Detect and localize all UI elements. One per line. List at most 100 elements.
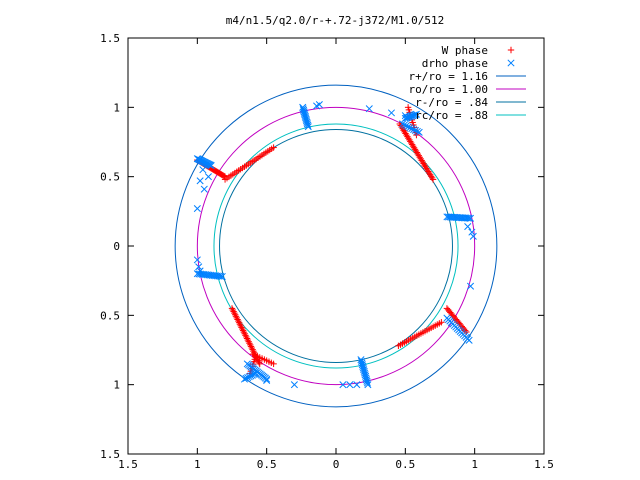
drho-phase-point bbox=[204, 173, 212, 181]
drho-phase-point bbox=[200, 185, 208, 193]
w-phase-point bbox=[231, 311, 239, 318]
w-phase-point bbox=[428, 174, 436, 182]
drho-phase-point bbox=[400, 121, 408, 129]
x-tick-label: 0.5 bbox=[395, 458, 415, 471]
w-phase-point bbox=[232, 313, 240, 320]
legend-label: r-/ro = .84 bbox=[415, 96, 488, 109]
drho-phase-point bbox=[415, 128, 423, 136]
drho-phase-point bbox=[196, 267, 204, 275]
drho-phase-point bbox=[387, 109, 396, 117]
drho-phase-point bbox=[207, 162, 215, 170]
y-tick-label: 1 bbox=[113, 379, 120, 392]
drho-phase-point bbox=[196, 177, 204, 185]
w-phase-point bbox=[247, 341, 254, 349]
legend-label: drho phase bbox=[422, 57, 488, 70]
w-phase-point bbox=[237, 322, 244, 330]
drho-phase-point bbox=[507, 59, 515, 67]
w-phase-point bbox=[250, 347, 257, 355]
drho-phase-point bbox=[468, 228, 476, 236]
w-phase-point bbox=[246, 340, 253, 347]
reference-circles bbox=[174, 84, 498, 408]
w-phase-point bbox=[235, 319, 243, 326]
drho-phase-point bbox=[218, 272, 226, 281]
x-tick-label: 0 bbox=[333, 458, 340, 471]
x-tick-label: 1 bbox=[194, 458, 201, 471]
y-tick-label: 1 bbox=[113, 101, 120, 114]
legend-label: r+/ro = 1.16 bbox=[409, 70, 488, 83]
y-tick-label: 1.5 bbox=[100, 32, 120, 45]
w-phase-point bbox=[231, 309, 238, 317]
w-phase-point bbox=[241, 330, 248, 337]
w-phase-point bbox=[270, 144, 277, 151]
drho-phase-point bbox=[403, 114, 411, 122]
w-phase-point bbox=[248, 344, 256, 352]
drho-phase-point bbox=[313, 102, 321, 110]
drho-phase-point bbox=[410, 125, 418, 134]
w-phase-point bbox=[243, 333, 250, 341]
drho-phase-point bbox=[346, 381, 354, 389]
legend-label: W phase bbox=[442, 44, 488, 57]
circle-ro bbox=[196, 106, 476, 386]
drho-phase-point bbox=[407, 112, 416, 120]
drho-phase-point bbox=[412, 110, 420, 118]
drho-phase-point bbox=[252, 370, 260, 378]
w-phase-point bbox=[429, 176, 437, 183]
drho-phase-point bbox=[406, 124, 414, 132]
w-phase-point bbox=[239, 327, 247, 334]
w-phase-point bbox=[242, 332, 249, 339]
drho-phase-point bbox=[304, 121, 312, 129]
w-phase-point bbox=[228, 305, 236, 312]
w-phase-point bbox=[256, 360, 263, 368]
w-phase-point bbox=[238, 324, 245, 331]
w-phase-point bbox=[245, 338, 252, 345]
drho-phase-point bbox=[263, 376, 271, 385]
drho-phase-point bbox=[339, 381, 347, 389]
drho-phase-point bbox=[364, 381, 372, 389]
drho-phase-point bbox=[466, 282, 475, 290]
drho-phase-point bbox=[463, 214, 471, 222]
y-tick-label: 1.5 bbox=[100, 448, 120, 461]
y-tick-label: 0.5 bbox=[100, 171, 120, 184]
w-phase-point bbox=[230, 308, 237, 315]
drho-phase-point bbox=[466, 214, 475, 222]
y-tick-label: 0 bbox=[113, 240, 120, 253]
w-phase-point bbox=[270, 360, 277, 368]
drho-phase-point bbox=[411, 126, 420, 134]
drho-phase-point bbox=[402, 122, 410, 130]
w-phase-point bbox=[229, 306, 236, 314]
drho-phase-point bbox=[411, 111, 419, 119]
w-phase-point bbox=[247, 343, 255, 350]
x-tick-label: 0.5 bbox=[257, 458, 277, 471]
x-tick-label: 1.5 bbox=[534, 458, 554, 471]
w-phase-point bbox=[233, 314, 240, 322]
drho-phase-point bbox=[410, 111, 418, 119]
chart-title: m4/n1.5/q2.0/r-+.72-j372/M1.0/512 bbox=[226, 14, 445, 27]
drho-phase-point bbox=[401, 112, 409, 120]
w-phase-point bbox=[239, 325, 246, 333]
w-phase-point bbox=[438, 319, 445, 326]
w-phase-point bbox=[507, 46, 515, 54]
drho-phase-point bbox=[195, 263, 203, 271]
drho-phase-point bbox=[199, 166, 207, 174]
w-phase-point bbox=[240, 328, 248, 336]
drho-phase-point bbox=[465, 336, 473, 344]
drho-phase-point bbox=[217, 272, 225, 280]
drho-phase-point bbox=[250, 370, 258, 378]
legend-label: rc/ro = .88 bbox=[415, 109, 488, 122]
drho-phase-point bbox=[304, 123, 312, 131]
drho-phase-point bbox=[404, 123, 412, 131]
drho-phase-point bbox=[464, 223, 472, 231]
data-markers bbox=[193, 101, 477, 389]
w-phase-point bbox=[254, 357, 262, 364]
w-phase-point bbox=[234, 316, 241, 323]
drho-phase-point bbox=[399, 120, 407, 128]
drho-phase-point bbox=[353, 381, 361, 389]
drho-phase-point bbox=[290, 381, 298, 389]
w-phase-point bbox=[236, 321, 244, 328]
drho-phase-point bbox=[365, 105, 373, 113]
circle-rc bbox=[213, 123, 459, 369]
w-phase-point bbox=[235, 317, 242, 325]
drho-phase-point bbox=[465, 214, 473, 222]
